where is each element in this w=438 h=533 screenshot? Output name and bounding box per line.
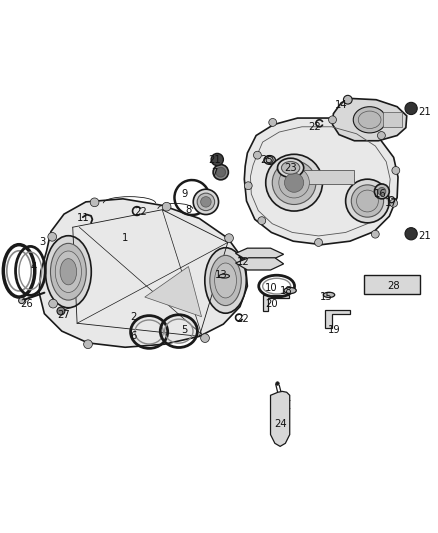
Ellipse shape xyxy=(210,255,241,305)
Text: 9: 9 xyxy=(181,189,187,199)
Ellipse shape xyxy=(278,158,304,177)
Circle shape xyxy=(269,118,277,126)
Text: 20: 20 xyxy=(265,298,278,309)
Text: 21: 21 xyxy=(208,155,221,165)
Text: 23: 23 xyxy=(285,163,297,173)
Polygon shape xyxy=(244,118,398,245)
Circle shape xyxy=(84,340,92,349)
Ellipse shape xyxy=(266,154,322,211)
Text: 26: 26 xyxy=(21,298,33,309)
Circle shape xyxy=(374,184,389,199)
Ellipse shape xyxy=(323,292,335,297)
Text: 21: 21 xyxy=(418,107,431,117)
Ellipse shape xyxy=(50,244,86,300)
Circle shape xyxy=(57,307,65,315)
Circle shape xyxy=(328,116,336,124)
Text: 8: 8 xyxy=(185,205,191,215)
Circle shape xyxy=(225,234,233,243)
Text: 22: 22 xyxy=(309,122,321,132)
Polygon shape xyxy=(364,275,420,294)
Circle shape xyxy=(201,334,209,343)
Ellipse shape xyxy=(346,179,389,223)
Polygon shape xyxy=(263,295,289,311)
Text: 10: 10 xyxy=(265,284,278,293)
Circle shape xyxy=(390,199,398,207)
Ellipse shape xyxy=(282,161,300,174)
Ellipse shape xyxy=(197,193,215,211)
Text: 24: 24 xyxy=(274,419,286,429)
Polygon shape xyxy=(236,258,284,270)
Ellipse shape xyxy=(55,251,81,293)
Polygon shape xyxy=(236,248,284,261)
Circle shape xyxy=(392,166,400,174)
Ellipse shape xyxy=(279,167,309,198)
Circle shape xyxy=(90,198,99,207)
Text: 27: 27 xyxy=(58,310,71,319)
Circle shape xyxy=(254,151,261,159)
Polygon shape xyxy=(145,266,201,317)
Text: 12: 12 xyxy=(237,257,249,267)
Text: 25: 25 xyxy=(261,155,273,165)
Text: 28: 28 xyxy=(387,281,400,291)
Ellipse shape xyxy=(201,197,211,207)
Circle shape xyxy=(378,132,385,140)
Ellipse shape xyxy=(284,287,296,294)
Ellipse shape xyxy=(358,111,381,128)
Text: 5: 5 xyxy=(181,325,187,335)
Polygon shape xyxy=(39,199,247,348)
Circle shape xyxy=(162,203,171,211)
Ellipse shape xyxy=(351,185,384,217)
Text: 2: 2 xyxy=(131,312,137,322)
Circle shape xyxy=(405,102,417,115)
Text: 14: 14 xyxy=(335,100,348,110)
Circle shape xyxy=(371,230,379,238)
Polygon shape xyxy=(332,99,407,141)
Ellipse shape xyxy=(60,259,77,285)
Ellipse shape xyxy=(46,236,91,308)
Circle shape xyxy=(314,239,322,246)
Ellipse shape xyxy=(353,107,386,133)
Text: 21: 21 xyxy=(418,231,431,241)
Polygon shape xyxy=(304,171,354,184)
Ellipse shape xyxy=(272,161,316,205)
Text: 18: 18 xyxy=(280,286,293,295)
Circle shape xyxy=(343,95,352,104)
Ellipse shape xyxy=(285,173,304,192)
Ellipse shape xyxy=(193,189,219,215)
Polygon shape xyxy=(271,391,290,446)
Ellipse shape xyxy=(216,167,226,177)
Text: 7: 7 xyxy=(212,168,218,177)
Text: 19: 19 xyxy=(328,325,341,335)
Circle shape xyxy=(211,154,223,166)
Text: 15: 15 xyxy=(320,292,332,302)
Ellipse shape xyxy=(357,190,378,212)
Text: 6: 6 xyxy=(131,332,137,341)
Circle shape xyxy=(244,182,252,190)
Polygon shape xyxy=(383,111,403,127)
Text: 22: 22 xyxy=(134,207,147,217)
Text: 22: 22 xyxy=(237,314,249,324)
Text: 16: 16 xyxy=(374,189,387,199)
Circle shape xyxy=(48,232,57,241)
Text: 4: 4 xyxy=(30,262,36,271)
Circle shape xyxy=(266,157,273,164)
Text: 13: 13 xyxy=(215,270,227,280)
Ellipse shape xyxy=(215,263,237,298)
Text: 1: 1 xyxy=(122,233,128,243)
Text: 11: 11 xyxy=(77,214,90,223)
Circle shape xyxy=(49,299,57,308)
Circle shape xyxy=(18,297,25,304)
Ellipse shape xyxy=(213,165,228,180)
Circle shape xyxy=(258,217,266,224)
Polygon shape xyxy=(325,310,350,328)
Ellipse shape xyxy=(219,274,230,278)
Circle shape xyxy=(378,188,386,195)
Text: 17: 17 xyxy=(385,198,398,208)
Text: 3: 3 xyxy=(39,238,45,247)
Circle shape xyxy=(405,228,417,240)
Ellipse shape xyxy=(205,248,246,313)
Circle shape xyxy=(276,382,279,385)
